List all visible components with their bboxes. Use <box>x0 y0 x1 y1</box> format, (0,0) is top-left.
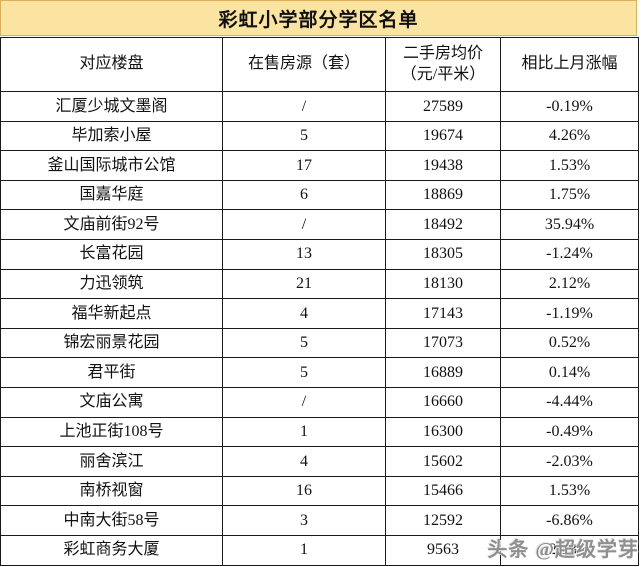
table-row: 汇厦少城文墨阁/27589 -0.19% <box>0 91 639 122</box>
price-cell: 15466 <box>385 475 501 507</box>
table-row: 丽舍滨江 4 15602 -2.03% <box>0 446 639 477</box>
property-name-cell: 釜山国际城市公馆 <box>0 150 223 181</box>
price-cell: 16300 <box>385 416 501 448</box>
property-name-cell: 南桥视窗 <box>0 475 223 507</box>
change-cell: 0.52% <box>500 327 639 359</box>
property-name-cell: 文庙公寓 <box>0 386 223 418</box>
listings-cell: / <box>222 386 386 418</box>
listings-cell: 4 <box>222 446 386 477</box>
price-cell: 16660 <box>385 386 501 418</box>
listings-cell: 1 <box>222 534 386 566</box>
change-cell: -0.19% <box>500 91 639 122</box>
listings-cell: 21 <box>222 268 386 300</box>
table-row: 福华新起点 4 17143 -1.19% <box>0 298 639 329</box>
table-title: 彩虹小学部分学区名单 <box>0 0 637 36</box>
table-body: 汇厦少城文墨阁/27589 -0.19% 毕加索小屋 5 19674 4.26% 釜山国际城… <box>0 91 639 566</box>
price-cell: 16889 <box>385 357 501 388</box>
table-row: 文庙公寓/16660 -4.44% <box>0 386 639 418</box>
table-row: 君平街 5 16889 0.14% <box>0 357 639 388</box>
table-row: 锦宏丽景花园 5 17073 0.52% <box>0 327 639 359</box>
price-cell: 27589 <box>385 91 501 122</box>
price-cell: 18305 <box>385 238 501 270</box>
change-cell: -1.24% <box>500 238 639 270</box>
table-row: 上池正街108号 1 16300 -0.49% <box>0 416 639 448</box>
change-cell: 2.12% <box>500 268 639 300</box>
property-name-cell: 福华新起点 <box>0 298 223 329</box>
property-name-cell: 锦宏丽景花园 <box>0 327 223 359</box>
property-name-cell: 丽舍滨江 <box>0 446 223 477</box>
price-cell: 12592 <box>385 505 501 536</box>
listings-cell: 4 <box>222 298 386 329</box>
price-cell: 18492 <box>385 209 501 240</box>
change-cell: -6.86% <box>500 505 639 536</box>
property-name-cell: 汇厦少城文墨阁 <box>0 91 223 122</box>
table-row: 中南大街58号 3 12592 -6.86% <box>0 505 639 536</box>
listings-cell: / <box>222 91 386 122</box>
property-name-cell: 力迅领筑 <box>0 268 223 300</box>
price-cell: 15602 <box>385 446 501 477</box>
price-cell: 9563 <box>385 534 501 566</box>
header-monthly-change: 相比上月涨幅 <box>500 37 639 92</box>
change-cell: -1.19% <box>500 298 639 329</box>
table-row: 毕加索小屋 5 19674 4.26% <box>0 120 639 152</box>
listings-cell: 13 <box>222 238 386 270</box>
price-cell: 19674 <box>385 120 501 152</box>
change-cell: 4.26% <box>500 120 639 152</box>
price-cell: 18869 <box>385 179 501 211</box>
school-district-table: 对应楼盘 在售房源（套） 二手房均价 （元/平米） 相比上月涨幅 汇厦少城文墨阁… <box>0 37 639 566</box>
listings-cell: 5 <box>222 327 386 359</box>
property-name-cell: 毕加索小屋 <box>0 120 223 152</box>
property-name-cell: 彩虹商务大厦 <box>0 534 223 566</box>
header-listings-count: 在售房源（套） <box>222 37 386 92</box>
listings-cell: 3 <box>222 505 386 536</box>
listings-cell: 1 <box>222 416 386 448</box>
property-name-cell: 国嘉华庭 <box>0 179 223 211</box>
change-cell: 35.94% <box>500 209 639 240</box>
table-row: 彩虹商务大厦 1 9563 2.33% <box>0 534 639 566</box>
change-cell: 1.53% <box>500 475 639 507</box>
change-cell: 1.53% <box>500 150 639 181</box>
price-cell: 17143 <box>385 298 501 329</box>
property-name-cell: 长富花园 <box>0 238 223 270</box>
price-cell: 19438 <box>385 150 501 181</box>
property-name-cell: 君平街 <box>0 357 223 388</box>
property-name-cell: 上池正街108号 <box>0 416 223 448</box>
table-row: 长富花园 13 18305 -1.24% <box>0 238 639 270</box>
listings-cell: / <box>222 209 386 240</box>
listings-cell: 16 <box>222 475 386 507</box>
header-average-price: 二手房均价 （元/平米） <box>385 37 501 92</box>
listings-cell: 17 <box>222 150 386 181</box>
price-cell: 17073 <box>385 327 501 359</box>
price-cell: 18130 <box>385 268 501 300</box>
table-row: 国嘉华庭 6 18869 1.75% <box>0 179 639 211</box>
listings-cell: 5 <box>222 120 386 152</box>
change-cell: -4.44% <box>500 386 639 418</box>
change-cell: 1.75% <box>500 179 639 211</box>
listings-cell: 5 <box>222 357 386 388</box>
table-row: 文庙前街92号/18492 35.94% <box>0 209 639 240</box>
change-cell: 0.14% <box>500 357 639 388</box>
header-property-name: 对应楼盘 <box>0 37 223 92</box>
listings-cell: 6 <box>222 179 386 211</box>
table-row: 釜山国际城市公馆 17 19438 1.53% <box>0 150 639 181</box>
change-cell: -2.03% <box>500 446 639 477</box>
change-cell: 2.33% <box>500 534 639 566</box>
property-name-cell: 文庙前街92号 <box>0 209 223 240</box>
table-row: 力迅领筑 21 18130 2.12% <box>0 268 639 300</box>
table-row: 南桥视窗 16 15466 1.53% <box>0 475 639 507</box>
property-name-cell: 中南大街58号 <box>0 505 223 536</box>
header-row: 对应楼盘 在售房源（套） 二手房均价 （元/平米） 相比上月涨幅 <box>0 37 639 92</box>
change-cell: -0.49% <box>500 416 639 448</box>
watermark-text: 头条 @超级学芽 <box>487 539 639 561</box>
